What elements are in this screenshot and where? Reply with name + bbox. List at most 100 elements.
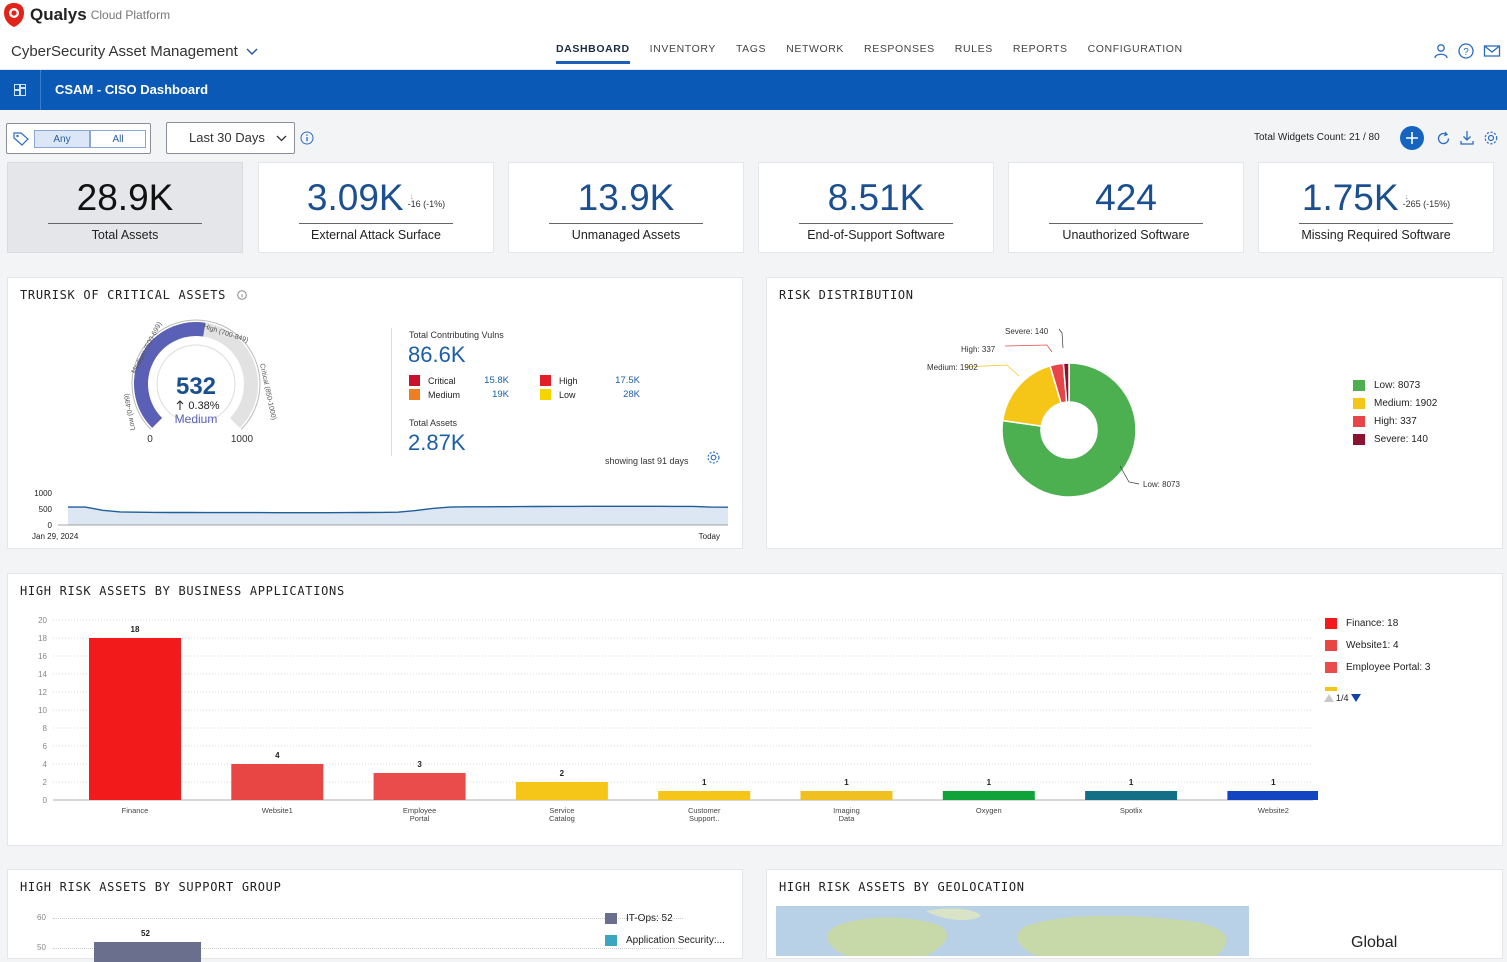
trend-y-tick: 1000 [34, 489, 52, 498]
bar-oxygen[interactable] [942, 791, 1035, 800]
triangle-down-icon[interactable] [1350, 694, 1361, 702]
vuln-name-medium: Medium [428, 390, 461, 400]
bar-category-label: Data [839, 814, 856, 823]
legend-label: Severe: 140 [1374, 434, 1428, 445]
tag-any-toggle[interactable]: Any [34, 130, 90, 148]
donut-callout-medium: Medium: 1902 [927, 363, 978, 372]
business-apps-widget: HIGH RISK ASSETS BY BUSINESS APPLICATION… [7, 573, 1503, 846]
risk-legend-item[interactable]: Low: 8073 [1353, 380, 1420, 391]
vuln-value-critical[interactable]: 15.8K [484, 375, 509, 386]
kpi-card-unmanaged-assets[interactable]: 13.9K Unmanaged Assets [508, 162, 744, 253]
bar-y-tick: 18 [38, 634, 47, 643]
geo-map[interactable] [776, 906, 1249, 956]
add-widget-button[interactable] [1400, 126, 1424, 150]
date-range-select[interactable]: Last 30 Days [166, 122, 295, 154]
legend-label: High: 337 [1374, 416, 1417, 427]
legend-swatch [605, 935, 617, 946]
nav-network[interactable]: NETWORK [786, 43, 845, 55]
nav-inventory[interactable]: INVENTORY [649, 43, 716, 55]
support-legend-item[interactable]: Application Security:... [605, 935, 725, 946]
trurisk-level: Medium [175, 412, 218, 426]
refresh-icon[interactable] [1436, 131, 1451, 146]
arrow-up-icon [176, 400, 184, 410]
kpi-card-unauthorized-software[interactable]: 424 Unauthorized Software [1008, 162, 1244, 253]
vuln-value-high[interactable]: 17.5K [615, 375, 640, 386]
tag-icon [13, 132, 29, 146]
bar-legend-item[interactable]: Employee Portal: 3 [1325, 662, 1431, 673]
assets-label: Total Assets [409, 418, 458, 428]
app-name: CyberSecurity Asset Management [11, 43, 238, 60]
kpi-label: Unmanaged Assets [571, 228, 681, 242]
bar-data-label: 1 [702, 778, 707, 787]
vuln-swatch [540, 389, 551, 400]
bar-category-label: Portal [410, 814, 430, 823]
gauge-min: 0 [147, 434, 153, 445]
support-legend-item[interactable]: IT-Ops: 52 [605, 913, 673, 924]
mail-icon[interactable] [1483, 43, 1501, 59]
trend-area [68, 506, 728, 525]
bar-data-label: 18 [131, 625, 140, 634]
tag-all-toggle[interactable]: All [90, 130, 146, 148]
support-group-widget: HIGH RISK ASSETS BY SUPPORT GROUP 60 50 … [7, 869, 743, 962]
bar-finance[interactable] [89, 638, 181, 800]
legend-swatch [1353, 380, 1365, 391]
user-icon[interactable] [1433, 43, 1449, 59]
download-icon[interactable] [1459, 130, 1475, 146]
kpi-card-missing-required-software[interactable]: 1.75K ↓-265 (-15%) Missing Required Softwa… [1258, 162, 1494, 253]
bar-customer-support-[interactable] [658, 791, 751, 800]
settings-gear-icon[interactable] [1483, 130, 1499, 146]
bar-legend-item[interactable]: Website1: 4 [1325, 640, 1399, 651]
bar-service-catalog[interactable] [515, 782, 608, 800]
triangle-up-icon[interactable] [1324, 694, 1334, 702]
nav-dashboard[interactable]: DASHBOARD [546, 36, 640, 64]
settings-gear-icon[interactable] [706, 450, 721, 465]
kpi-value: 1.75K ↓-265 (-15%) [1301, 177, 1451, 218]
help-icon[interactable]: ? [1458, 43, 1474, 59]
trurisk-widget: TRURISK OF CRITICAL ASSETS 532 0.38% Med… [7, 277, 743, 549]
bar-data-label: 3 [417, 760, 422, 769]
date-range-value: Last 30 Days [189, 130, 265, 145]
nav-responses[interactable]: RESPONSES [864, 43, 935, 55]
top-header: Qualys Cloud Platform CyberSecurity Asse… [0, 0, 1507, 70]
kpi-card-end-of-support-software[interactable]: 8.51K End-of-Support Software [758, 162, 994, 253]
app-switcher[interactable]: CyberSecurity Asset Management [11, 43, 258, 60]
bar-spotlix[interactable] [1085, 791, 1178, 800]
trurisk-change: 0.38% [188, 400, 219, 412]
kpi-card-external-attack-surface[interactable]: 3.09K ↓-16 (-1%) External Attack Surface [258, 162, 494, 253]
bar-website1[interactable] [231, 764, 324, 800]
donut-slice-low[interactable] [1001, 362, 1137, 498]
nav-rules[interactable]: RULES [954, 43, 993, 55]
kpi-card-total-assets[interactable]: 28.9K Total Assets [7, 162, 243, 253]
legend-swatch [1325, 640, 1337, 651]
bar-legend-item[interactable]: Finance: 18 [1325, 618, 1398, 629]
bar-category-label: Website1 [262, 806, 293, 815]
info-icon[interactable] [237, 290, 247, 300]
risk-legend-item[interactable]: High: 337 [1353, 416, 1417, 427]
bar-category-label: Catalog [549, 814, 575, 823]
legend-swatch [605, 913, 617, 924]
nav-tags[interactable]: TAGS [735, 43, 767, 55]
bar-data-label: 1 [1271, 778, 1276, 787]
geolocation-title: HIGH RISK ASSETS BY GEOLOCATION [779, 880, 1025, 894]
tag-filter[interactable]: Any All [6, 123, 151, 154]
qualys-logo[interactable]: Qualys Cloud Platform [2, 2, 170, 28]
dashboard-switch-button[interactable] [0, 70, 41, 110]
vuln-swatch [540, 375, 551, 386]
gauge-fill [134, 322, 206, 428]
trurisk-score: 532 [176, 373, 216, 400]
risk-legend-item[interactable]: Severe: 140 [1353, 434, 1428, 445]
nav-configuration[interactable]: CONFIGURATION [1087, 43, 1183, 55]
risk-legend-item[interactable]: Medium: 1902 [1353, 398, 1437, 409]
bar-website2[interactable] [1227, 791, 1318, 800]
bar-data-label: 2 [560, 769, 565, 778]
donut-slice-severe[interactable] [1062, 362, 1070, 403]
info-icon[interactable] [300, 131, 314, 145]
vuln-value-medium[interactable]: 19K [492, 389, 509, 400]
vuln-value-low[interactable]: 28K [623, 389, 640, 400]
nav-reports[interactable]: REPORTS [1012, 43, 1068, 55]
support-bar-it-ops[interactable] [94, 942, 201, 962]
trend-y-tick: 0 [48, 521, 53, 530]
bar-imaging-data[interactable] [800, 791, 893, 800]
chevron-down-icon [246, 47, 258, 55]
bar-employee-portal[interactable] [373, 773, 466, 800]
